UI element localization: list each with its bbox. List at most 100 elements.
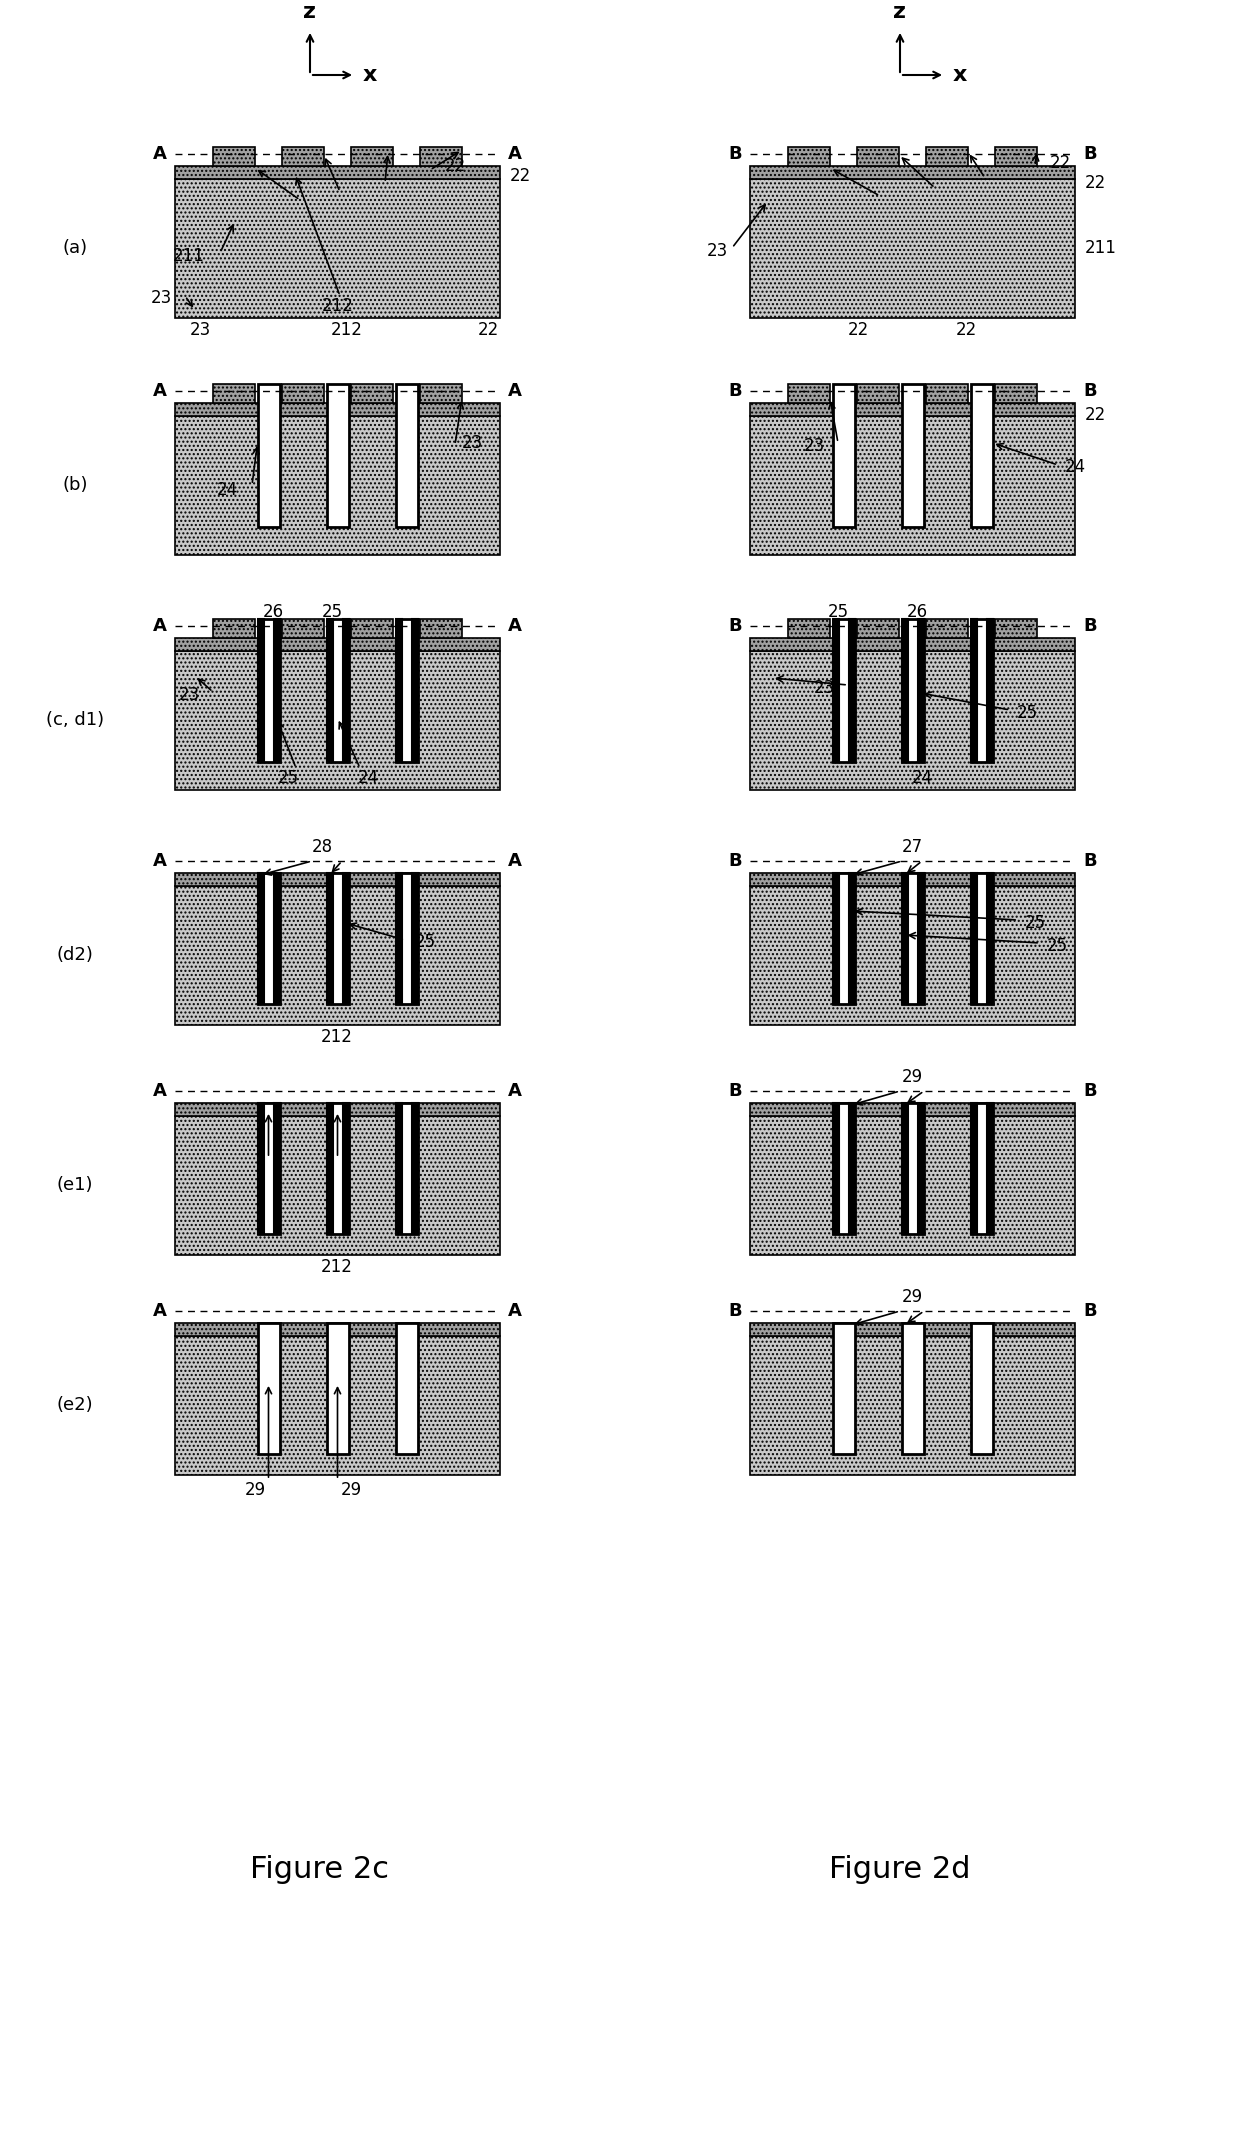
Text: B: B bbox=[728, 1303, 742, 1320]
Bar bbox=[918, 873, 924, 1003]
Bar bbox=[787, 148, 830, 167]
Text: z: z bbox=[304, 2, 316, 21]
Text: 26: 26 bbox=[263, 603, 284, 620]
Text: (b): (b) bbox=[62, 477, 88, 494]
Bar bbox=[258, 1104, 279, 1234]
Bar bbox=[175, 167, 500, 180]
Bar bbox=[351, 618, 393, 637]
Text: 25: 25 bbox=[1025, 913, 1047, 933]
Text: 211: 211 bbox=[1085, 240, 1117, 257]
Bar bbox=[857, 148, 899, 167]
Bar bbox=[987, 1104, 992, 1234]
Text: 25: 25 bbox=[1047, 937, 1068, 954]
Bar bbox=[901, 385, 924, 526]
Bar bbox=[175, 886, 500, 1025]
Bar bbox=[326, 385, 348, 526]
Text: 29: 29 bbox=[901, 1067, 923, 1087]
Text: (d2): (d2) bbox=[57, 945, 93, 965]
Bar bbox=[987, 873, 992, 1003]
Bar bbox=[926, 618, 968, 637]
Bar bbox=[326, 1104, 332, 1234]
Text: 24: 24 bbox=[1065, 458, 1086, 477]
Bar bbox=[326, 873, 332, 1003]
Bar bbox=[420, 385, 463, 402]
Text: 212: 212 bbox=[321, 1029, 353, 1046]
Bar bbox=[901, 618, 908, 761]
Text: 25: 25 bbox=[828, 603, 849, 620]
Bar bbox=[971, 873, 992, 1003]
Bar bbox=[396, 1104, 418, 1234]
Bar bbox=[971, 873, 977, 1003]
Text: 22: 22 bbox=[445, 156, 466, 175]
Text: B: B bbox=[1083, 1303, 1096, 1320]
Bar bbox=[258, 385, 279, 526]
Text: 24: 24 bbox=[217, 481, 238, 498]
Bar bbox=[175, 650, 500, 789]
Bar bbox=[175, 415, 500, 554]
Text: 23: 23 bbox=[463, 434, 484, 451]
Bar bbox=[750, 415, 1075, 554]
Text: 23: 23 bbox=[190, 321, 211, 338]
Bar bbox=[258, 618, 263, 761]
Bar bbox=[396, 618, 402, 761]
Text: 25: 25 bbox=[278, 770, 299, 787]
Bar bbox=[901, 1324, 924, 1455]
Bar bbox=[175, 1337, 500, 1476]
Bar bbox=[832, 873, 838, 1003]
Text: A: A bbox=[508, 1303, 522, 1320]
Text: Figure 2d: Figure 2d bbox=[830, 1855, 971, 1884]
Bar bbox=[175, 873, 500, 886]
Text: 24: 24 bbox=[911, 770, 932, 787]
Bar bbox=[750, 167, 1075, 180]
Bar bbox=[848, 618, 854, 761]
Bar bbox=[175, 180, 500, 319]
Bar bbox=[750, 873, 1075, 886]
Text: (e2): (e2) bbox=[57, 1397, 93, 1414]
Bar bbox=[213, 385, 255, 402]
Bar bbox=[274, 873, 279, 1003]
Text: B: B bbox=[728, 145, 742, 163]
Bar bbox=[857, 385, 899, 402]
Text: 211: 211 bbox=[174, 246, 205, 265]
Bar bbox=[750, 1324, 1075, 1337]
Bar bbox=[258, 618, 279, 761]
Bar bbox=[832, 385, 854, 526]
Text: B: B bbox=[1083, 616, 1096, 635]
Text: 212: 212 bbox=[322, 297, 353, 314]
Text: 29: 29 bbox=[341, 1480, 362, 1499]
Text: 27: 27 bbox=[901, 838, 923, 856]
Bar bbox=[994, 385, 1037, 402]
Bar bbox=[832, 1104, 838, 1234]
Bar bbox=[971, 385, 992, 526]
Text: Figure 2c: Figure 2c bbox=[250, 1855, 389, 1884]
Bar bbox=[342, 873, 348, 1003]
Bar bbox=[901, 1104, 924, 1234]
Text: A: A bbox=[508, 383, 522, 400]
Bar bbox=[971, 618, 992, 761]
Text: (a): (a) bbox=[62, 240, 88, 257]
Text: 24: 24 bbox=[357, 770, 378, 787]
Bar bbox=[901, 873, 924, 1003]
Bar bbox=[396, 873, 418, 1003]
Bar bbox=[412, 1104, 418, 1234]
Bar bbox=[396, 385, 418, 526]
Bar bbox=[412, 873, 418, 1003]
Text: 25: 25 bbox=[1017, 704, 1038, 723]
Bar bbox=[926, 385, 968, 402]
Bar bbox=[848, 1104, 854, 1234]
Bar bbox=[994, 618, 1037, 637]
Text: 25: 25 bbox=[322, 603, 343, 620]
Bar bbox=[258, 1324, 279, 1455]
Text: B: B bbox=[1083, 851, 1096, 871]
Text: 29: 29 bbox=[244, 1480, 265, 1499]
Text: A: A bbox=[153, 383, 167, 400]
Bar bbox=[832, 873, 854, 1003]
Bar bbox=[351, 148, 393, 167]
Bar bbox=[901, 618, 924, 761]
Text: x: x bbox=[954, 64, 967, 86]
Bar bbox=[420, 618, 463, 637]
Text: 22: 22 bbox=[1085, 406, 1106, 424]
Bar bbox=[901, 1104, 908, 1234]
Bar bbox=[274, 1104, 279, 1234]
Bar bbox=[901, 873, 908, 1003]
